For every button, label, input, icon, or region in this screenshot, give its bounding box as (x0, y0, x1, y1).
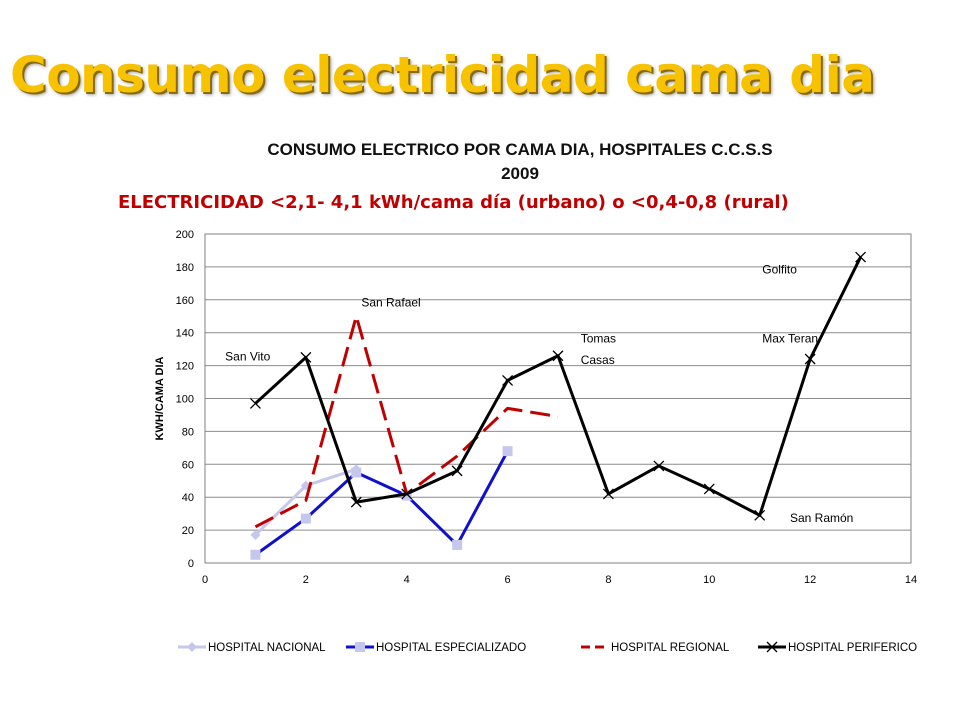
y-tick-labels: 0 20 40 60 80 100 120 140 160 180 200 (176, 229, 194, 570)
y-tick-label: 200 (176, 229, 194, 241)
gridlines (205, 266, 911, 531)
series-3 (249, 251, 867, 521)
chart-title-line1: CONSUMO ELECTRICO POR CAMA DIA, HOSPITAL… (267, 140, 773, 159)
annotation-label: Casas (581, 353, 615, 367)
y-tick-label: 60 (182, 459, 194, 471)
data-point (250, 530, 261, 541)
x-tick-label: 4 (404, 574, 410, 586)
series-line (254, 450, 509, 556)
chart-title: CONSUMO ELECTRICO POR CAMA DIA, HOSPITAL… (150, 138, 890, 186)
legend-item-0: HOSPITAL NACIONAL (178, 642, 326, 654)
data-point (350, 496, 362, 508)
y-tick-label: 80 (182, 426, 194, 438)
x-tick-label: 2 (303, 574, 309, 586)
x-tick-labels: 0 2 4 6 8 10 12 14 (202, 574, 917, 586)
legend-label: HOSPITAL ESPECIALIZADO (376, 642, 526, 654)
y-tick-label: 160 (176, 295, 194, 307)
data-point (855, 251, 867, 263)
legend-swatch-marker (187, 642, 197, 652)
data-point (300, 513, 311, 524)
plot-frame (204, 233, 912, 564)
series-line (254, 256, 862, 517)
data-point (249, 397, 261, 409)
data-point (250, 549, 261, 560)
data-point (502, 374, 514, 386)
x-tick-label: 10 (703, 574, 715, 586)
slide-title: Consumo electricidad cama dia (10, 46, 875, 104)
annotation-label: Max Teran (762, 332, 818, 346)
data-point (502, 446, 513, 457)
annotation-label: San Vito (225, 350, 270, 364)
data-point (451, 465, 463, 477)
annotations: San Vito San Rafael Tomas Casas Golfito Max T… (225, 262, 853, 524)
data-point (703, 483, 715, 495)
y-tick-label: 20 (182, 525, 194, 537)
legend-label: HOSPITAL REGIONAL (611, 642, 730, 654)
legend-label: HOSPITAL PERIFERICO (788, 642, 917, 654)
x-tick-label: 14 (905, 574, 917, 586)
legend-label: HOSPITAL NACIONAL (208, 642, 326, 654)
data-point (300, 351, 312, 363)
legend-item-1: HOSPITAL ESPECIALIZADO (346, 642, 526, 654)
y-tick-label: 140 (176, 328, 194, 340)
series-1 (250, 446, 513, 560)
chart-subtitle: ELECTRICIDAD <2,1- 4,1 kWh/cama día (urb… (118, 192, 789, 213)
data-point (653, 460, 665, 472)
data-point (401, 488, 413, 500)
legend-swatch-marker (766, 641, 778, 653)
series-layer (249, 251, 867, 560)
x-tick-label: 6 (505, 574, 511, 586)
data-point (804, 353, 816, 365)
y-tick-label: 40 (182, 492, 194, 504)
legend-item-3: HOSPITAL PERIFERICO (758, 641, 917, 654)
data-point (401, 490, 412, 501)
y-tick-label: 100 (176, 394, 194, 406)
y-tick-label: 120 (176, 361, 194, 373)
data-point (602, 488, 614, 500)
data-point (351, 467, 362, 478)
legend-swatch-marker (355, 642, 365, 652)
y-axis-title: KWH/CAMA DIA (154, 356, 166, 440)
annotation-label: Golfito (762, 262, 797, 276)
y-tick-label: 0 (188, 558, 194, 570)
x-tick-label: 0 (202, 574, 208, 586)
chart-title-line2: 2009 (501, 164, 539, 183)
annotation-label: San Ramón (790, 511, 853, 525)
data-point (452, 539, 463, 550)
y-tick-label: 180 (176, 262, 194, 274)
data-point (552, 350, 564, 362)
legend-item-2: HOSPITAL REGIONAL (581, 642, 730, 654)
x-tick-label: 12 (804, 574, 816, 586)
annotation-label: Tomas (581, 332, 616, 346)
annotation-label: San Rafael (361, 295, 420, 309)
data-point (754, 509, 766, 521)
legend: HOSPITAL NACIONAL HOSPITAL ESPECIALIZADO H… (178, 641, 917, 654)
x-tick-label: 8 (605, 574, 611, 586)
